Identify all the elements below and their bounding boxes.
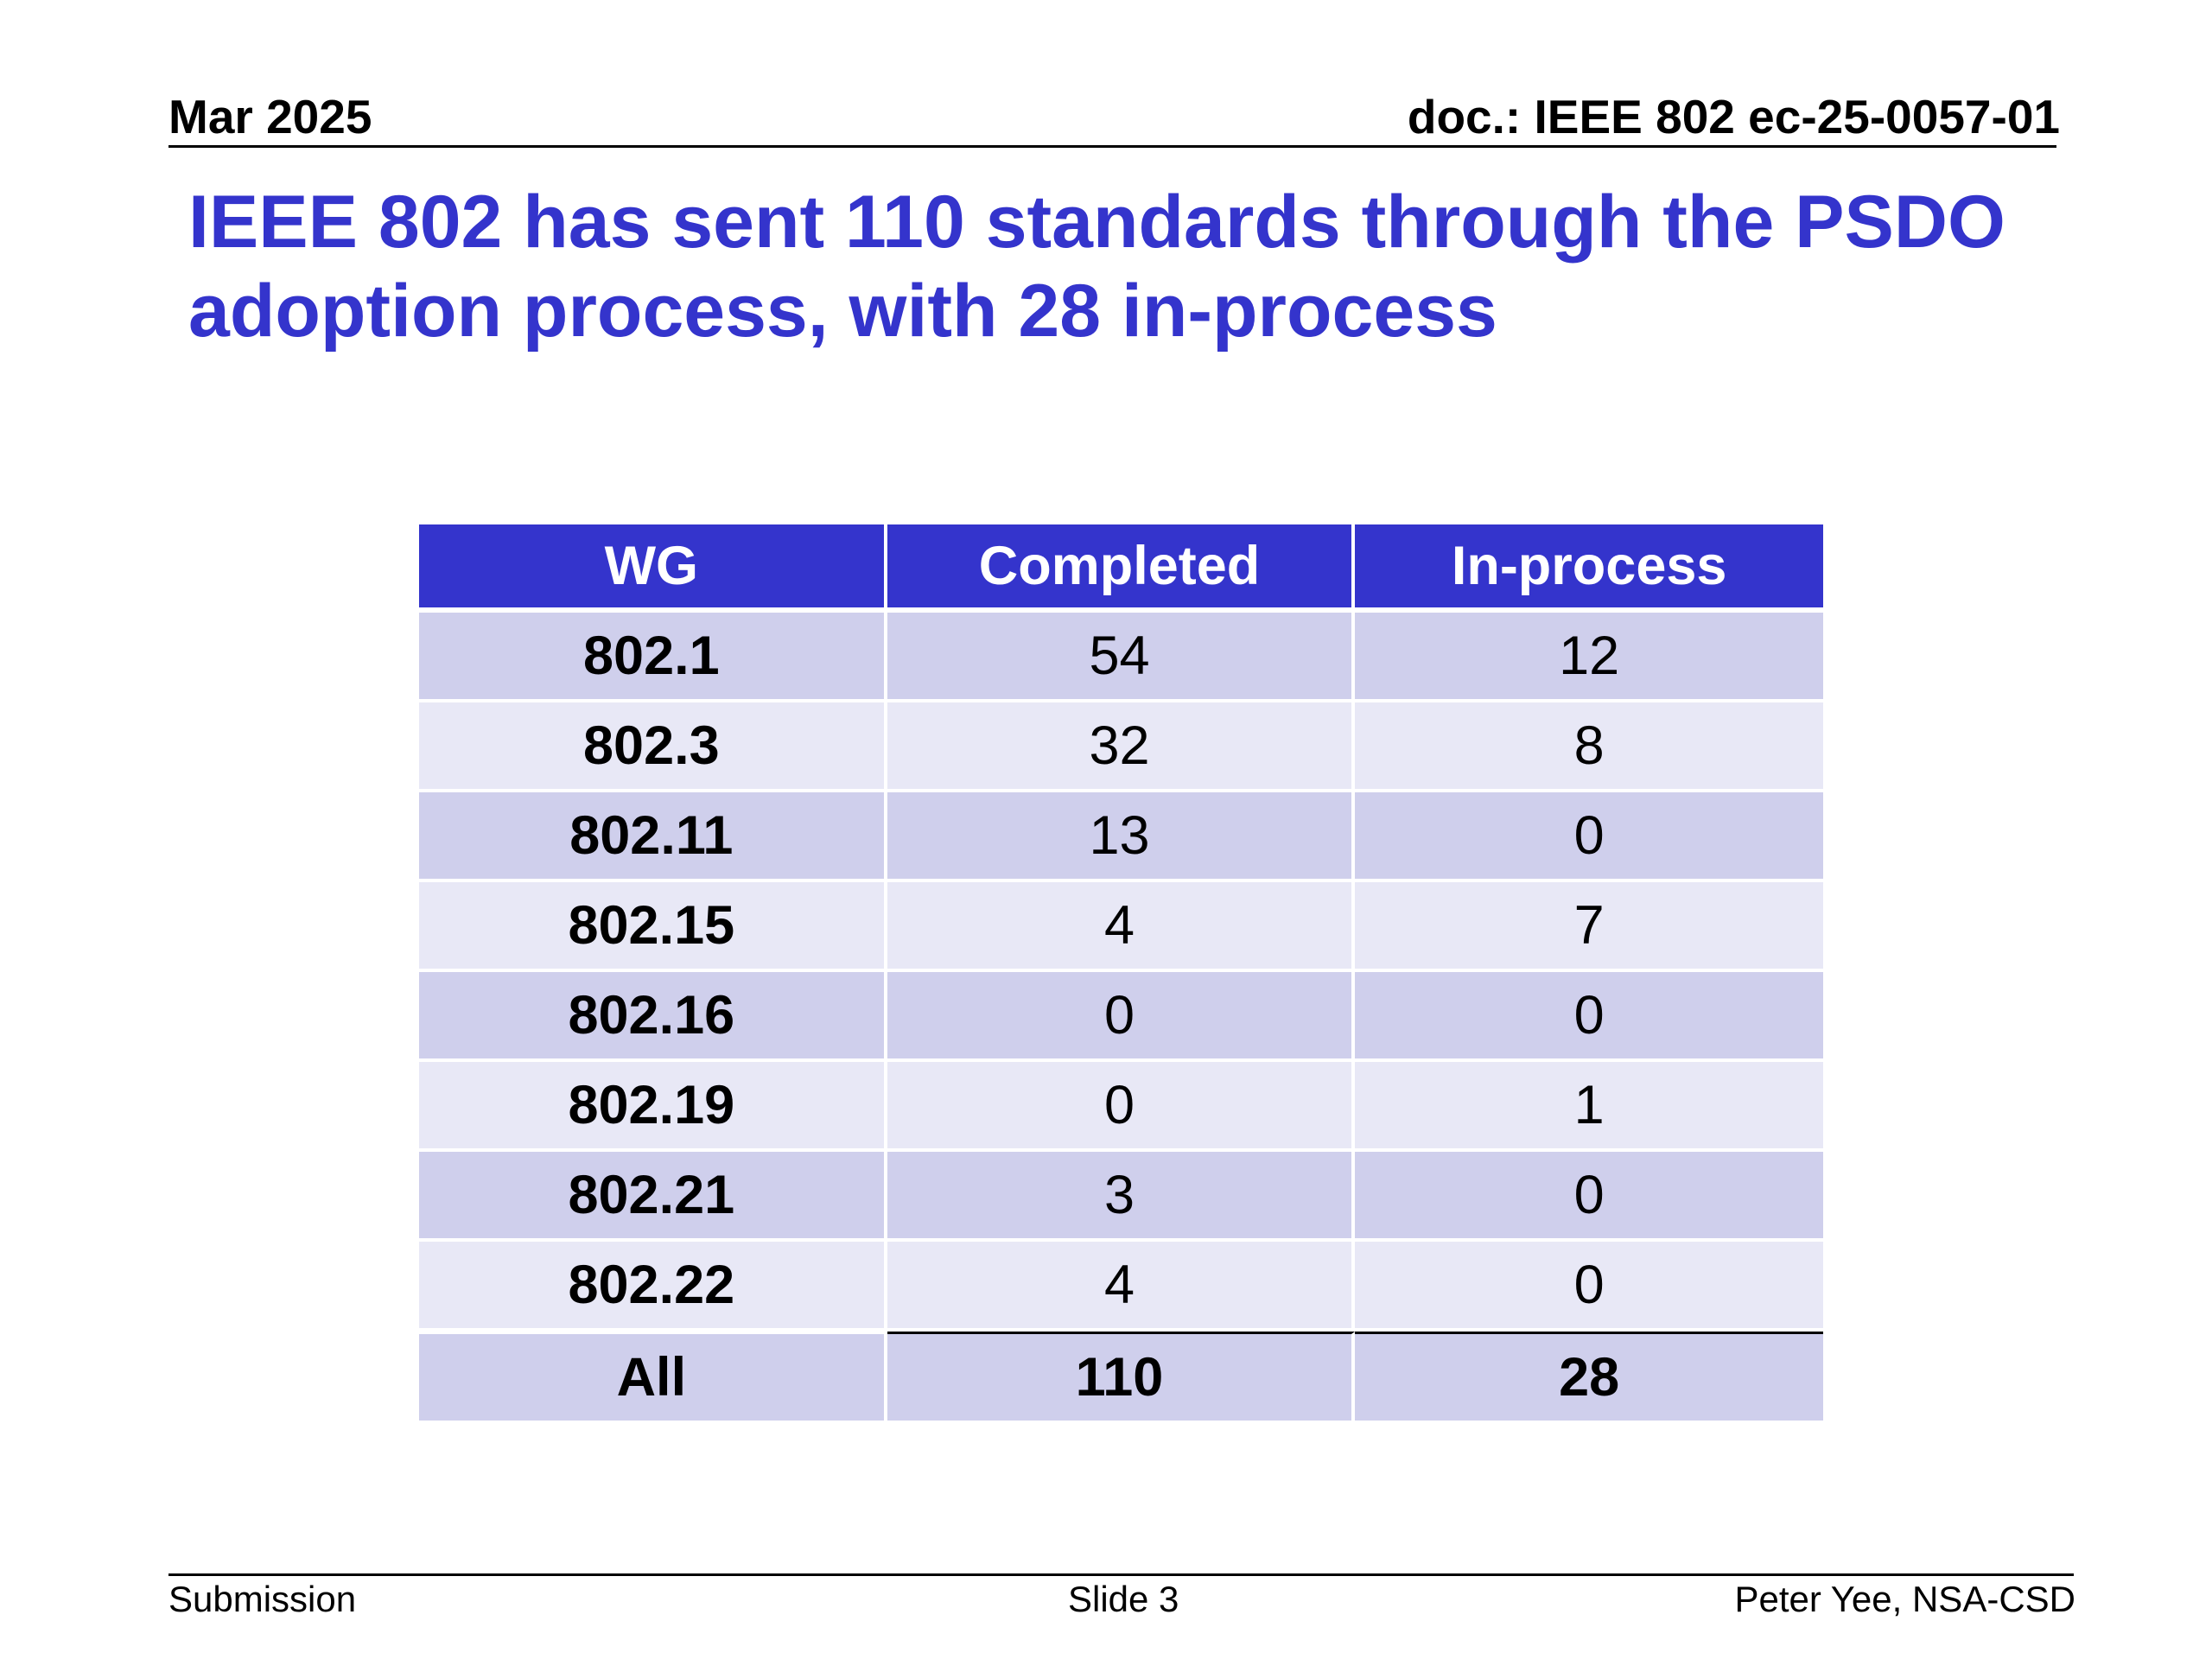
- in-process-cell: 12: [1355, 613, 1823, 702]
- slide-title-line-2: adoption process, with 28 in-process: [188, 270, 1497, 353]
- header-date: Mar 2025: [168, 90, 372, 143]
- footer-author: Peter Yee, NSA-CSD: [1734, 1579, 2075, 1619]
- wg-cell: 802.19: [419, 1062, 887, 1152]
- table-row: 802.11 13 0: [419, 792, 1823, 882]
- column-header-in-process: In-process: [1355, 524, 1823, 613]
- wg-cell: 802.16: [419, 972, 887, 1062]
- slide-title-line-1: IEEE 802 has sent 110 standards through …: [188, 181, 2005, 264]
- completed-cell: 54: [887, 613, 1356, 702]
- in-process-cell: 7: [1355, 882, 1823, 972]
- total-wg-cell: All: [419, 1332, 887, 1421]
- in-process-cell: 0: [1355, 972, 1823, 1062]
- wg-cell: 802.1: [419, 613, 887, 702]
- slide-title: IEEE 802 has sent 110 standards through …: [188, 178, 2133, 356]
- wg-cell: 802.21: [419, 1152, 887, 1242]
- completed-cell: 13: [887, 792, 1356, 882]
- completed-cell: 0: [887, 972, 1356, 1062]
- column-header-wg: WG: [419, 524, 887, 613]
- table-row: 802.19 0 1: [419, 1062, 1823, 1152]
- completed-cell: 0: [887, 1062, 1356, 1152]
- table-row: 802.1 54 12: [419, 613, 1823, 702]
- wg-cell: 802.15: [419, 882, 887, 972]
- in-process-cell: 1: [1355, 1062, 1823, 1152]
- table-header-row: WG Completed In-process: [419, 524, 1823, 613]
- table-row: 802.16 0 0: [419, 972, 1823, 1062]
- table-row: 802.21 3 0: [419, 1152, 1823, 1242]
- completed-cell: 3: [887, 1152, 1356, 1242]
- total-in-process-cell: 28: [1355, 1332, 1823, 1421]
- header-doc-id: doc.: IEEE 802 ec-25-0057-01: [1407, 90, 2060, 143]
- table-row: 802.15 4 7: [419, 882, 1823, 972]
- footer-submission: Submission: [168, 1579, 357, 1619]
- in-process-cell: 0: [1355, 1242, 1823, 1332]
- completed-cell: 32: [887, 702, 1356, 792]
- in-process-cell: 8: [1355, 702, 1823, 792]
- wg-cell: 802.3: [419, 702, 887, 792]
- total-completed-cell: 110: [887, 1332, 1356, 1421]
- completed-cell: 4: [887, 1242, 1356, 1332]
- footer-divider: [168, 1573, 2074, 1576]
- completed-cell: 4: [887, 882, 1356, 972]
- in-process-cell: 0: [1355, 792, 1823, 882]
- table-row: 802.3 32 8: [419, 702, 1823, 792]
- wg-cell: 802.22: [419, 1242, 887, 1332]
- footer-slide-number: Slide 3: [1068, 1579, 1179, 1619]
- table-row: 802.22 4 0: [419, 1242, 1823, 1332]
- column-header-completed: Completed: [887, 524, 1356, 613]
- table-total-row: All 110 28: [419, 1332, 1823, 1421]
- psdo-adoption-table: WG Completed In-process 802.1 54 12 802.…: [419, 524, 1823, 1421]
- in-process-cell: 0: [1355, 1152, 1823, 1242]
- wg-cell: 802.11: [419, 792, 887, 882]
- header-divider: [168, 145, 2056, 148]
